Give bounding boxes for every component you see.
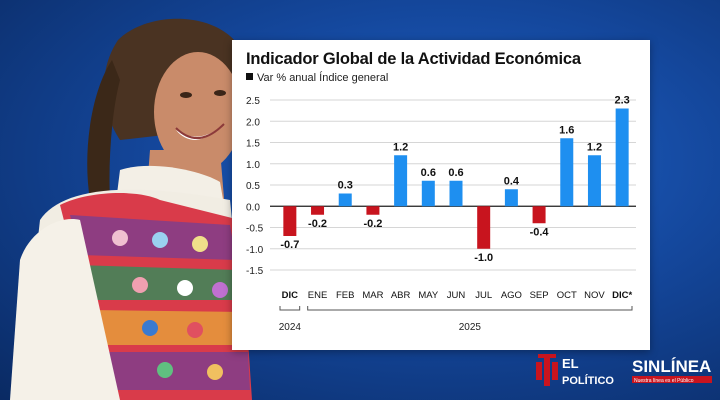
year-label: 2024: [279, 322, 302, 333]
bar: [394, 155, 408, 207]
logo-tagline: Nuestra línea es el Público: [634, 378, 694, 384]
chart-subtitle-text: Var % anual Índice general: [257, 72, 389, 84]
x-tick-label: DIC: [282, 290, 299, 301]
sinlinea-logo: SINLÍNEA Nuestra línea es el Público: [632, 357, 712, 384]
y-tick-label: 2.0: [246, 117, 260, 128]
bar-value-label: 1.2: [393, 141, 408, 153]
y-tick-label: 1.5: [246, 139, 260, 150]
logo-sinlinea: SINLÍNEA: [632, 357, 711, 376]
bar-value-label: -0.4: [530, 226, 550, 238]
chart-title: Indicador Global de la Actividad Económi…: [246, 50, 581, 68]
year-bracket: [279, 306, 301, 311]
x-tick-label: NOV: [584, 290, 605, 301]
bar-value-label: 2.3: [615, 95, 630, 107]
bar-value-label: -0.2: [363, 218, 382, 230]
bar: [477, 206, 491, 249]
logo-politico: POLÍTICO: [562, 374, 614, 387]
y-tick-label: -1.0: [246, 245, 264, 256]
y-tick-label: 2.5: [246, 96, 260, 107]
bar: [532, 206, 546, 224]
y-tick-label: 0.5: [246, 181, 260, 192]
y-tick-label: 1.0: [246, 160, 260, 171]
bar-value-label: 1.2: [587, 141, 602, 153]
bar-value-label: -0.7: [280, 239, 299, 251]
logo-el: EL: [562, 356, 579, 371]
bar: [587, 155, 601, 207]
x-tick-label: MAY: [418, 290, 439, 301]
bar-value-label: -0.2: [308, 218, 327, 230]
bar: [421, 180, 435, 207]
bar: [449, 180, 463, 207]
x-tick-label: JUN: [447, 290, 466, 301]
bar-value-label: -1.0: [474, 252, 493, 264]
y-tick-label: -0.5: [246, 224, 264, 235]
el-politico-logo: EL POLÍTICO: [536, 354, 614, 387]
x-tick-label: OCT: [557, 290, 577, 301]
bar-chart: 2.5 2.0 1.5 1.0 0.5 0.0 -0.5 -1.0 -1.5 -0.7 DIC -0.…: [246, 95, 636, 333]
bar: [338, 193, 352, 207]
x-tick-label: AGO: [501, 290, 522, 301]
x-tick-label: ABR: [391, 290, 411, 301]
subtitle-marker: [246, 73, 253, 80]
x-tick-label: FEB: [336, 290, 354, 301]
bar: [311, 206, 325, 215]
chart-panel: Indicador Global de la Actividad Económi…: [232, 40, 650, 350]
presenter-photo: [10, 18, 252, 400]
chart-subtitle: Var % anual Índice general: [246, 72, 388, 84]
x-tick-label: MAR: [362, 290, 383, 301]
bar: [366, 206, 380, 215]
bar: [504, 189, 518, 207]
year-label: 2025: [459, 322, 482, 333]
bar: [560, 138, 574, 207]
bar-value-label: 0.6: [421, 167, 436, 179]
x-tick-label: JUL: [475, 290, 492, 301]
x-tick-label: SEP: [530, 290, 549, 301]
bar: [615, 108, 629, 207]
y-tick-label: 0.0: [246, 202, 260, 213]
bar-value-label: 0.4: [504, 175, 520, 187]
bar-value-label: 1.6: [559, 124, 574, 136]
y-tick-label: -1.5: [246, 266, 264, 277]
bar: [283, 206, 297, 236]
bar-value-label: 0.6: [448, 167, 463, 179]
x-tick-label: DIC*: [612, 290, 632, 301]
year-bracket: [307, 306, 633, 311]
x-tick-label: ENE: [308, 290, 328, 301]
bar-value-label: 0.3: [338, 180, 353, 192]
